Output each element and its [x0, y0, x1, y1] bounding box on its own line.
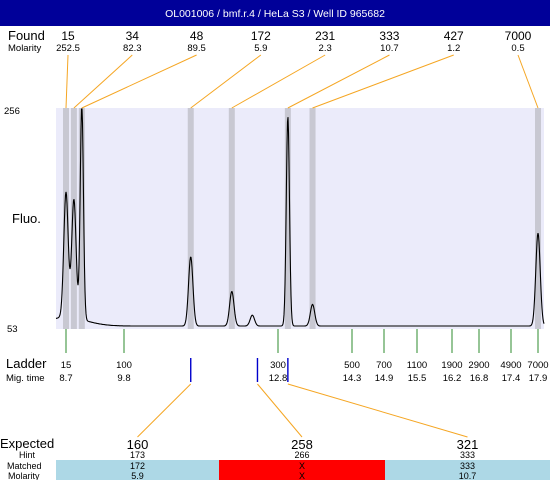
- header-bar: [0, 0, 550, 26]
- expected-molarity-label: X: [299, 471, 305, 480]
- expected-hint-label: 266: [294, 450, 309, 460]
- molarity-label: Molarity: [8, 43, 42, 54]
- expected-status-cell: [56, 460, 219, 480]
- found-peak-band: [78, 108, 85, 329]
- header-title: OL001006 / bmf.r.4 / HeLa S3 / Well ID 9…: [165, 8, 385, 20]
- y-bottom-label: 53: [7, 324, 18, 335]
- ladder-size-label: 500: [344, 360, 360, 371]
- mig-time-label: Mig. time: [6, 373, 45, 384]
- ladder-mig-time-label: 8.7: [59, 373, 72, 384]
- found-leader-line: [81, 54, 197, 109]
- expected-matched-label: 172: [130, 461, 145, 471]
- y-top-label: 256: [4, 106, 20, 117]
- found-size-label: 7000: [505, 29, 532, 43]
- expected-molarity-label: 5.9: [131, 471, 144, 480]
- expected-matched-label: 333: [460, 461, 475, 471]
- expected-leader-line: [287, 383, 468, 438]
- fluo-label: Fluo.: [12, 211, 41, 226]
- found-leader-line: [312, 54, 454, 109]
- ladder-mig-time-label: 16.2: [443, 373, 462, 384]
- found-peak-band: [228, 108, 235, 329]
- plot-area: [56, 108, 544, 329]
- found-peak-band: [309, 108, 316, 329]
- ladder-mig-time-label: 17.9: [529, 373, 548, 384]
- found-leader-line: [73, 54, 133, 109]
- found-leader-line: [190, 54, 262, 109]
- ladder-mig-time-label: 14.3: [343, 373, 362, 384]
- ladder-size-label: 100: [116, 360, 132, 371]
- found-leader-line: [65, 54, 69, 109]
- found-molarity-label: 89.5: [187, 43, 206, 54]
- ladder-size-label: 300: [270, 360, 286, 371]
- expected-status-cell: [219, 460, 385, 480]
- expected-size-label: 258: [291, 437, 313, 452]
- found-size-label: 172: [251, 29, 271, 43]
- ladder-size-label: 2900: [468, 360, 489, 371]
- ladder-size-label: 7000: [527, 360, 548, 371]
- found-leader-line: [287, 54, 390, 109]
- found-molarity-label: 1.2: [447, 43, 460, 54]
- expected-hint-label: 333: [460, 450, 475, 460]
- expected-hint-label: 173: [130, 450, 145, 460]
- ladder-mig-time-label: 14.9: [375, 373, 394, 384]
- found-molarity-label: 82.3: [123, 43, 142, 54]
- expected-size-label: 160: [127, 437, 149, 452]
- ladder-mig-time-label: 15.5: [408, 373, 427, 384]
- found-molarity-label: 10.7: [380, 43, 399, 54]
- ladder-mig-time-label: 17.4: [502, 373, 521, 384]
- expected-label: Expected: [0, 436, 54, 451]
- hint-label: Hint: [19, 450, 36, 460]
- ladder-mig-time-label: 16.8: [470, 373, 489, 384]
- expected-matched-label: X: [299, 461, 305, 471]
- found-size-label: 231: [315, 29, 335, 43]
- found-size-label: 15: [61, 29, 75, 43]
- ladder-mig-time-label: 9.8: [117, 373, 130, 384]
- molarity-bottom-label: Molarity: [8, 471, 40, 480]
- found-size-label: 48: [190, 29, 204, 43]
- found-leader-line: [517, 54, 539, 109]
- ladder-size-label: 700: [376, 360, 392, 371]
- found-molarity-label: 5.9: [254, 43, 267, 54]
- ladder-size-label: 15: [61, 360, 72, 371]
- expected-leader-line: [137, 383, 192, 438]
- fluorescence-trace: [55, 108, 545, 327]
- found-peak-band: [70, 108, 77, 329]
- found-molarity-label: 0.5: [511, 43, 524, 54]
- found-molarity-label: 2.3: [319, 43, 332, 54]
- found-label: Found: [8, 28, 45, 43]
- found-peak-band: [187, 108, 194, 329]
- found-peak-band: [284, 108, 291, 329]
- found-peak-band: [535, 108, 541, 329]
- found-leader-line: [231, 54, 326, 109]
- found-peak-band: [63, 108, 69, 329]
- matched-label: Matched: [7, 461, 42, 471]
- found-size-label: 427: [444, 29, 464, 43]
- found-size-label: 34: [126, 29, 140, 43]
- found-size-label: 333: [379, 29, 399, 43]
- expected-leader-line: [257, 383, 303, 438]
- ladder-size-label: 4900: [500, 360, 521, 371]
- expected-status-cell: [385, 460, 550, 480]
- ladder-size-label: 1100: [407, 360, 427, 371]
- expected-size-label: 321: [457, 437, 479, 452]
- ladder-mig-time-label: 12.8: [269, 373, 288, 384]
- found-molarity-label: 252.5: [56, 43, 80, 54]
- ladder-size-label: 1900: [441, 360, 462, 371]
- expected-molarity-label: 10.7: [459, 471, 477, 480]
- ladder-label: Ladder: [6, 356, 47, 371]
